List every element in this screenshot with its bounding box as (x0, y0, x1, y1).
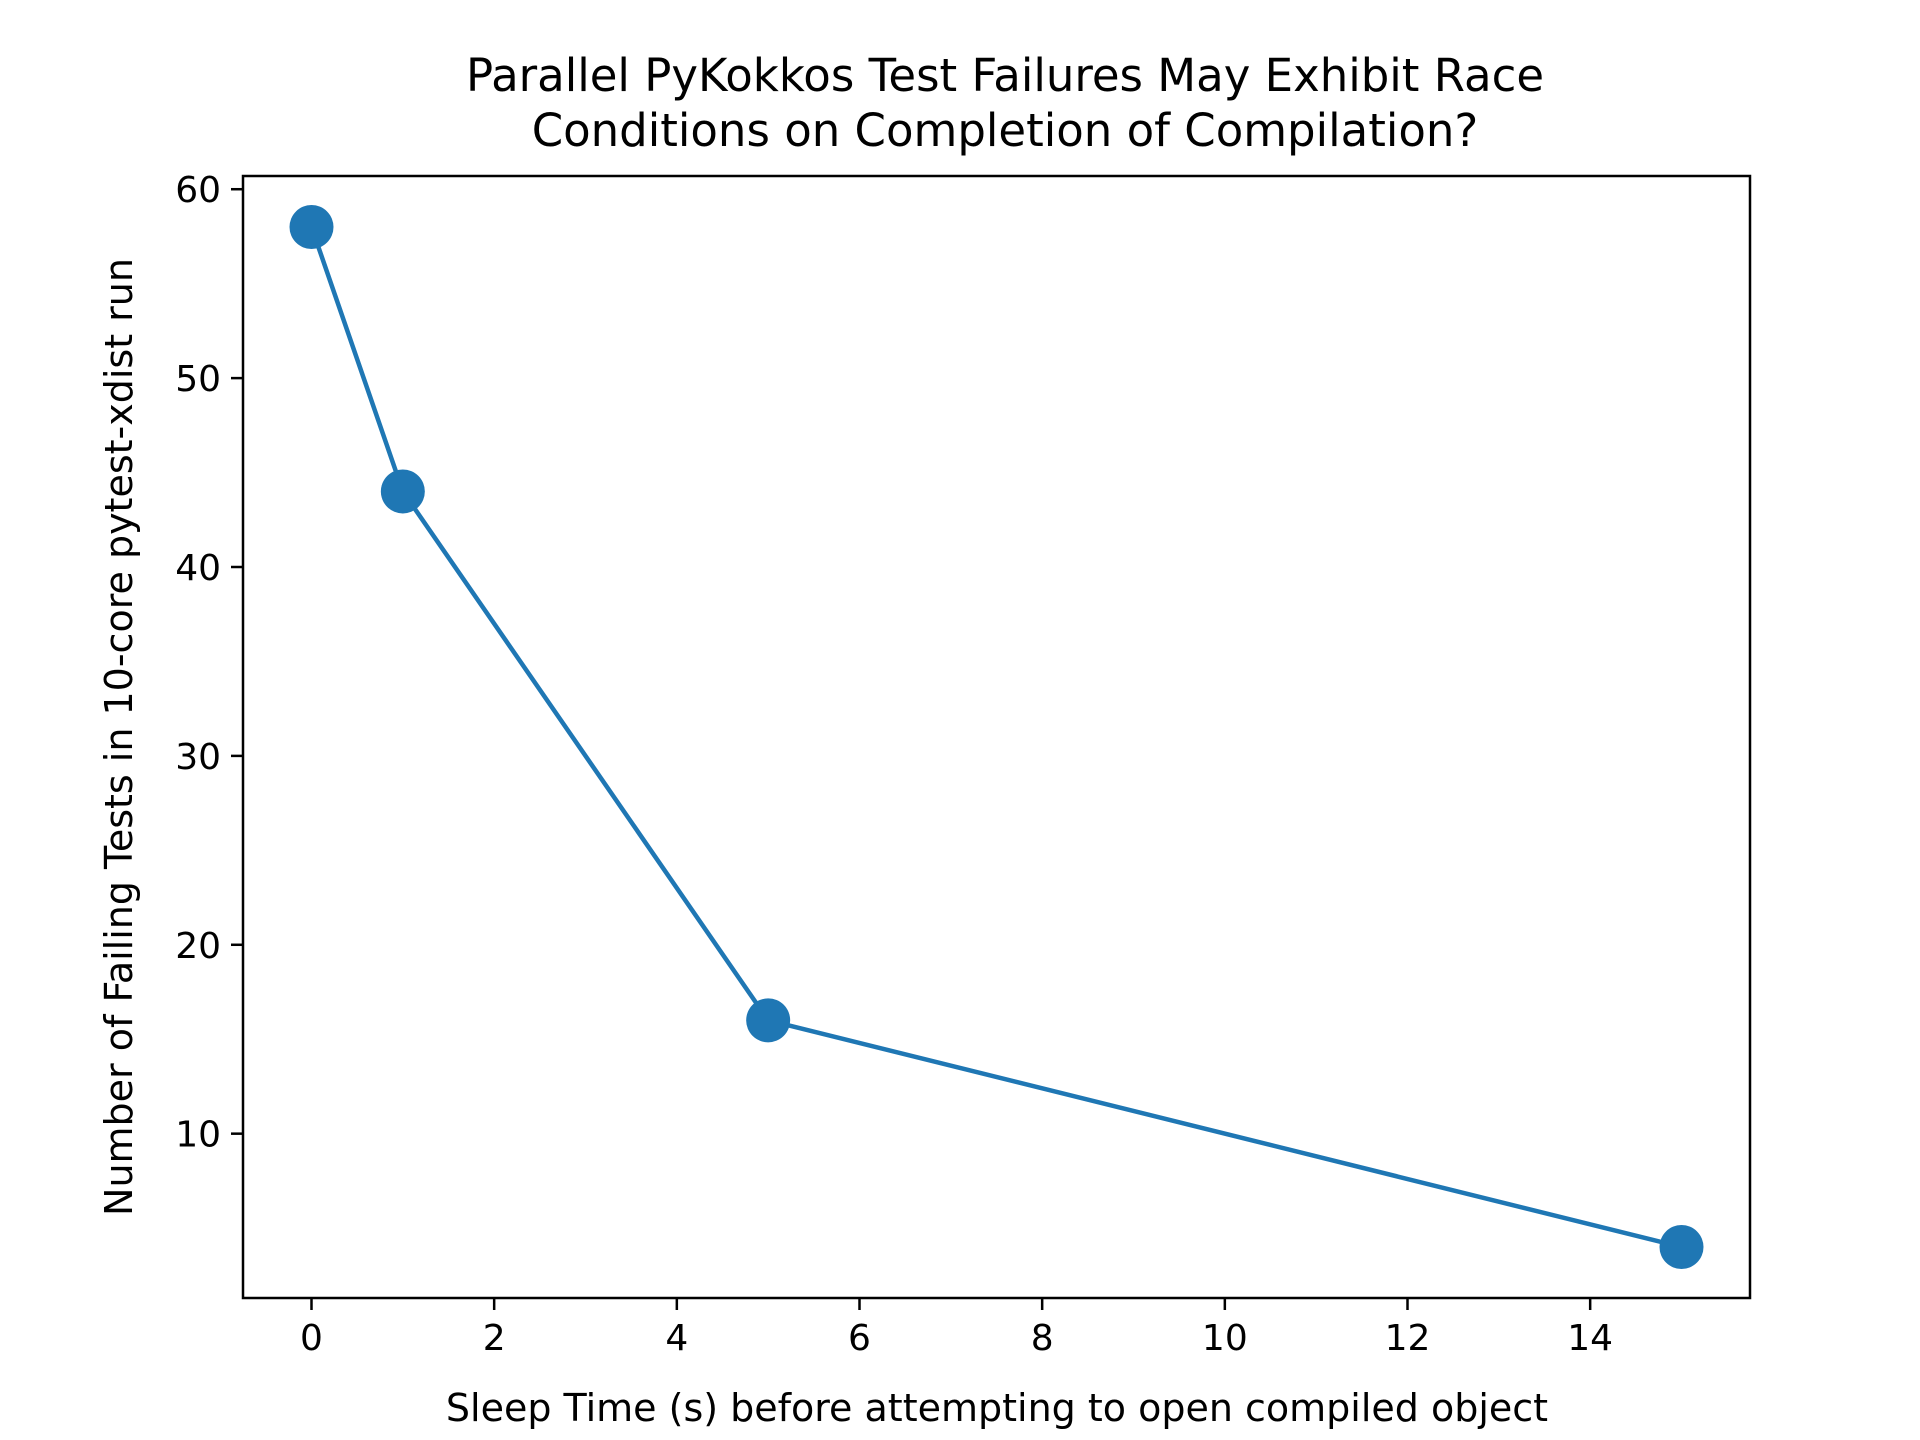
x-tick-label-5: 10 (1202, 1318, 1248, 1359)
y-tick-label-4: 50 (175, 359, 221, 400)
y-axis: 10 20 30 40 50 60 (175, 170, 243, 1156)
x-tick-label-4: 8 (1031, 1318, 1054, 1359)
x-axis-label: Sleep Time (s) before attempting to open… (446, 1386, 1548, 1430)
y-tick-label-1: 20 (175, 926, 221, 967)
y-tick-label-3: 40 (175, 548, 221, 589)
data-point-0 (289, 205, 334, 249)
plot-area-frame (241, 174, 1752, 1300)
series-group (289, 205, 1704, 1269)
x-tick-label-7: 14 (1567, 1318, 1613, 1359)
x-tick-label-0: 0 (300, 1318, 323, 1359)
y-tick-label-5: 60 (175, 170, 221, 211)
data-point-2 (746, 998, 791, 1043)
series-line (309, 226, 1683, 1250)
y-tick-label-0: 10 (175, 1115, 221, 1156)
x-tick-label-6: 12 (1385, 1318, 1431, 1359)
data-point-3 (1659, 1225, 1704, 1269)
y-tick-label-2: 30 (175, 737, 221, 778)
y-axis-label: Number of Failing Tests in 10-core pytes… (97, 258, 141, 1216)
x-tick-label-2: 4 (665, 1318, 688, 1359)
x-tick-label-3: 6 (848, 1318, 871, 1359)
data-point-1 (380, 469, 425, 514)
chart-title-line-2: Conditions on Completion of Compilation? (532, 104, 1479, 157)
chart-title-line-1: Parallel PyKokkos Test Failures May Exhi… (466, 49, 1544, 102)
x-axis: 0 2 4 6 8 10 12 14 (300, 1298, 1613, 1359)
x-tick-label-1: 2 (483, 1318, 506, 1359)
